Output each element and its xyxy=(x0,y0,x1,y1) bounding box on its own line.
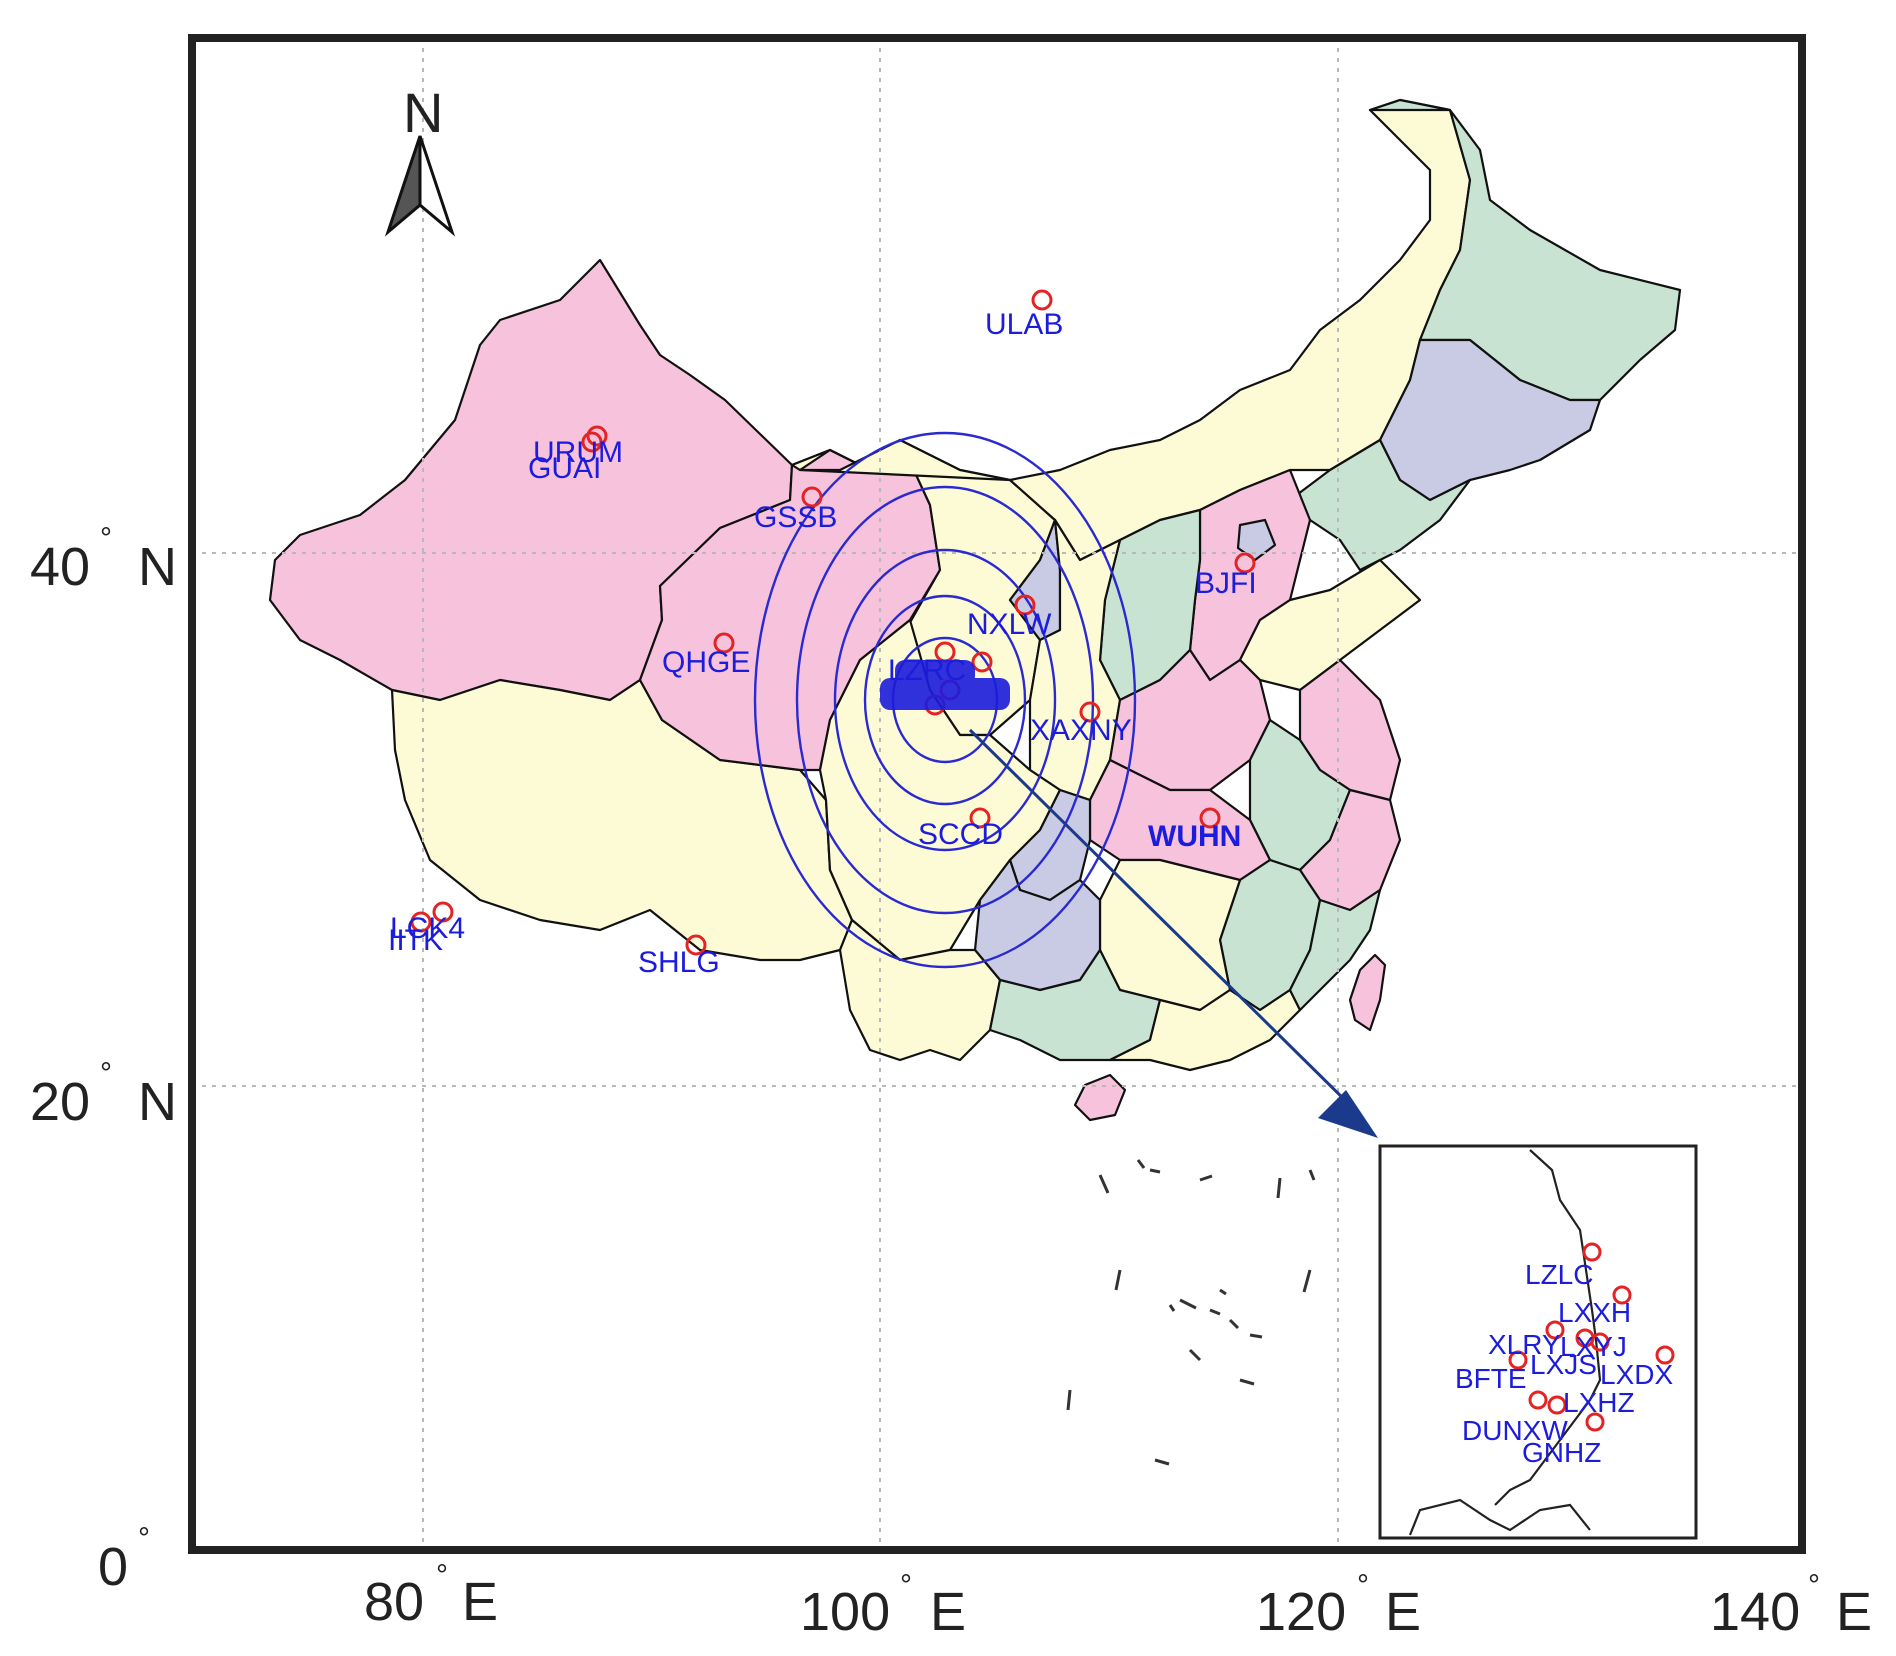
station-label-QHGE: QHGE xyxy=(662,646,750,679)
north-arrow: N xyxy=(384,81,456,237)
inset-label-DUNXW: DUNXW xyxy=(1462,1415,1568,1446)
station-label-WUHN: WUHN xyxy=(1148,820,1241,853)
inset-marker-LXXH xyxy=(1612,1285,1632,1305)
x-tick-140-deg: ° xyxy=(1808,1569,1820,1602)
x-tick-100-unit: E xyxy=(930,1582,966,1642)
station-label-NXLW: NXLW xyxy=(967,608,1052,641)
x-tick-100-num: 100 xyxy=(800,1582,890,1642)
axis-labels: 80 ° E 100 ° E 120 ° E 140 ° E 40 ° N 20… xyxy=(30,522,1872,1642)
station-marker-GUAI xyxy=(581,431,603,453)
station-label-URUM: URUM xyxy=(533,436,623,469)
x-tick-100: 100 ° E xyxy=(800,1569,966,1642)
station-label-XAXNY: XAXNY xyxy=(1030,714,1132,747)
province-taiwan xyxy=(1348,953,1387,1032)
y-tick-0: 0 ° xyxy=(98,1522,150,1597)
x-tick-80-unit: E xyxy=(462,1572,498,1632)
inset-boundary-line xyxy=(1494,1149,1602,1506)
y-tick-20: 20 ° N xyxy=(30,1057,177,1132)
inset-label-LXJS: LXJS xyxy=(1530,1349,1597,1380)
province-layer xyxy=(268,98,1682,1122)
inset-marker-BFTE xyxy=(1508,1350,1528,1370)
station-marker-LCK4 xyxy=(432,901,454,923)
x-tick-120-deg: ° xyxy=(1357,1569,1369,1602)
x-tick-80-deg: ° xyxy=(436,1559,448,1592)
station-label-LZRC: LZRC xyxy=(888,654,966,687)
inset-label-GNHZ: GNHZ xyxy=(1522,1437,1601,1468)
province-hunan xyxy=(1098,858,1242,1012)
station-label-BJFI: BJFI xyxy=(1195,567,1257,600)
arrow-head-icon xyxy=(1318,1090,1378,1138)
inset-label-XLRY: XLRY xyxy=(1488,1329,1561,1360)
station-marker-GSSB xyxy=(801,486,823,508)
station-label-GUAI: GUAI xyxy=(528,452,601,485)
province-heilongjiang xyxy=(1368,98,1682,402)
inset-pointer-arrow xyxy=(968,728,1378,1138)
inset-marker-LXJS xyxy=(1590,1332,1610,1352)
north-arrow-right-icon xyxy=(418,135,456,237)
station-marker-XAXNY xyxy=(1079,701,1101,723)
y-tick-40: 40 ° N xyxy=(30,522,177,597)
province-yunnan xyxy=(838,918,1002,1062)
inset-marker-GNHZ xyxy=(1585,1412,1605,1432)
inset-marker-XLRY xyxy=(1545,1320,1565,1340)
station-label-IITK: IITK xyxy=(388,924,443,957)
station-marker-NXLW xyxy=(1014,594,1036,616)
province-fujian xyxy=(1288,888,1382,1012)
station-label-ULAB: ULAB xyxy=(985,308,1063,341)
station-label-GSSB: GSSB xyxy=(754,501,837,534)
inset-marker-LXDX xyxy=(1655,1345,1675,1365)
y-tick-20-num: 20 xyxy=(30,1072,90,1132)
station-markers xyxy=(410,289,1256,956)
y-tick-40-deg: ° xyxy=(100,522,112,555)
inset-map: LZLC LXXH XLRY LXYJ LXJS BFTE LXDX LXHZ … xyxy=(1378,1144,1698,1540)
x-tick-140-num: 140 xyxy=(1710,1582,1800,1642)
station-marker-SCCD xyxy=(969,807,991,829)
station-marker-QHGE xyxy=(713,632,735,654)
graticule xyxy=(192,38,1802,1550)
x-tick-140-unit: E xyxy=(1836,1582,1872,1642)
station-cluster-overlap xyxy=(880,660,1010,710)
y-tick-0-num: 0 xyxy=(98,1537,128,1597)
station-marker-URUM xyxy=(586,425,608,447)
inset-marker-LZLC xyxy=(1582,1242,1602,1262)
inset-label-LZLC: LZLC xyxy=(1525,1259,1593,1290)
x-tick-100-deg: ° xyxy=(900,1569,912,1602)
inset-marker-LXHZ xyxy=(1547,1395,1567,1415)
inset-station-markers xyxy=(1508,1242,1675,1432)
station-marker-IITK xyxy=(410,911,432,933)
south-china-sea-islands xyxy=(1066,1159,1316,1466)
y-tick-20-deg: ° xyxy=(100,1057,112,1090)
y-tick-40-unit: N xyxy=(138,537,177,597)
station-marker-BJFI xyxy=(1234,552,1256,574)
y-tick-0-deg: ° xyxy=(138,1522,150,1555)
inset-label-LXHZ: LXHZ xyxy=(1563,1387,1635,1418)
x-tick-120-unit: E xyxy=(1385,1582,1421,1642)
inset-station-labels: LZLC LXXH XLRY LXYJ LXJS BFTE LXDX LXHZ … xyxy=(1455,1259,1673,1468)
station-marker-ULAB xyxy=(1031,289,1053,311)
north-arrow-label: N xyxy=(403,81,443,144)
y-tick-40-num: 40 xyxy=(30,537,90,597)
x-tick-140: 140 ° E xyxy=(1710,1569,1872,1642)
station-labels: ULAB URUM GUAI GSSB QHGE BJFI NXLW LZRC … xyxy=(388,308,1257,979)
inset-boundary-bottom xyxy=(1408,1498,1591,1536)
station-marker-SHLG xyxy=(685,934,707,956)
station-label-LCK4: LCK4 xyxy=(390,912,465,945)
x-tick-120-num: 120 xyxy=(1256,1582,1346,1642)
inset-label-LXDX: LXDX xyxy=(1600,1359,1673,1390)
map-frame-border xyxy=(188,34,1806,1554)
station-label-SHLG: SHLG xyxy=(638,946,720,979)
x-tick-80: 80 ° E xyxy=(364,1559,498,1632)
inset-marker-DUNXW xyxy=(1528,1390,1548,1410)
y-tick-20-unit: N xyxy=(138,1072,177,1132)
x-tick-120: 120 ° E xyxy=(1256,1569,1421,1642)
x-tick-80-num: 80 xyxy=(364,1572,424,1632)
station-label-SCCD: SCCD xyxy=(918,818,1003,851)
station-marker-WUHN xyxy=(1199,807,1221,829)
inset-label-BFTE: BFTE xyxy=(1455,1363,1527,1394)
inset-label-LXYJ: LXYJ xyxy=(1560,1331,1627,1362)
distance-rings xyxy=(753,431,1137,969)
station-marker-cluster-a xyxy=(971,651,993,673)
inset-label-LXXH: LXXH xyxy=(1558,1297,1631,1328)
